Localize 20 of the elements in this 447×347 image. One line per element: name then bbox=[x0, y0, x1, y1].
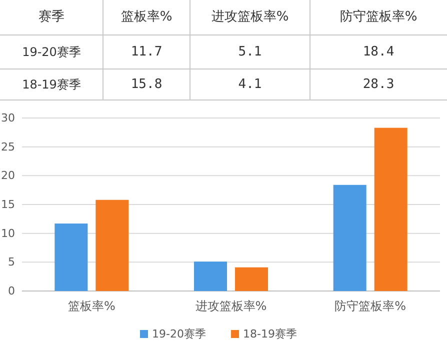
y-tick-label: 20 bbox=[1, 169, 15, 182]
plot: 0 5 10 15 20 25 30 篮板率% 进攻篮板率% 防守篮板率% bbox=[1, 112, 440, 313]
legend-label: 19-20赛季 bbox=[152, 328, 206, 340]
x-tick-label: 篮板率% bbox=[68, 299, 116, 313]
y-tick-label: 25 bbox=[1, 140, 15, 154]
y-tick-label: 0 bbox=[8, 284, 15, 298]
value-table: 赛季 篮板率% 进攻篮板率% 防守篮板率% 19-20赛季 11.7 5.1 18.4 18-19赛季 15.8 4.1 28.3 bbox=[0, 0, 447, 100]
data-label: 11.7 bbox=[130, 44, 162, 60]
x-tick-label: 进攻篮板率% bbox=[195, 299, 267, 313]
y-tick-label: 30 bbox=[1, 112, 15, 124]
y-tick-label: 5 bbox=[8, 256, 15, 269]
data-label: 28.3 bbox=[362, 77, 394, 92]
x-tick-label: 防守篮板率% bbox=[334, 299, 406, 313]
legend-label: 18-19赛季 bbox=[243, 328, 297, 340]
y-tick-label: 15 bbox=[1, 198, 15, 211]
data-label: 4.1 bbox=[238, 77, 262, 92]
data-label: 15.8 bbox=[130, 77, 162, 92]
y-tick-label: 10 bbox=[1, 226, 15, 240]
data-label: 18.4 bbox=[362, 44, 394, 60]
data-label: 5.1 bbox=[238, 44, 262, 60]
